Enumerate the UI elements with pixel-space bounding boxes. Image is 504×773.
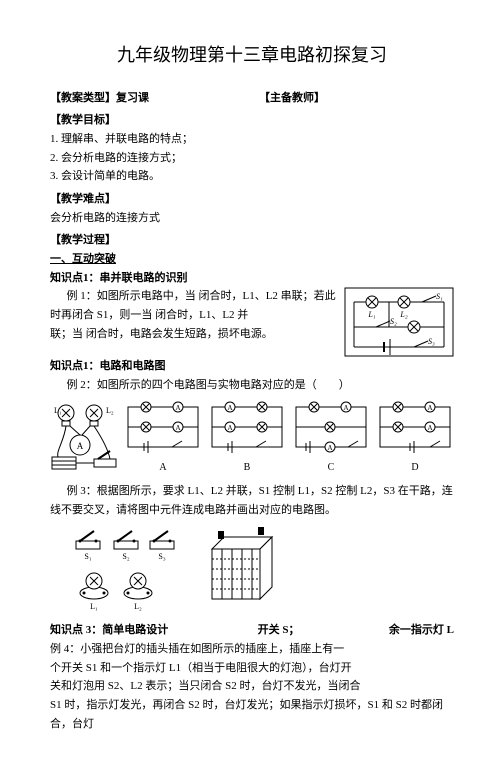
type-label: 【教案类型】 (50, 89, 116, 108)
label-d: D (376, 459, 454, 476)
objective-2: 2. 会分析电路的连接方式； (50, 149, 454, 168)
option-b: A A B (208, 401, 286, 476)
svg-text:S₃: S₃ (158, 552, 165, 561)
svg-text:A: A (227, 424, 232, 432)
svg-text:A: A (175, 404, 180, 412)
objective-1: 1. 理解串、并联电路的特点； (50, 130, 454, 149)
ex3-diagram: S₁ S₂ S₃ L₁ L₂ (70, 525, 454, 615)
objective-3: 3. 会设计简单的电路。 (50, 167, 454, 186)
ex4-line2: 个开关 S1 和一个指示灯 L1（相当于电阻很大的灯泡），台灯开 (50, 659, 454, 678)
kp1: 知识点1：串并联电路的识别 (50, 269, 454, 288)
objectives-head: 【教学目标】 (50, 111, 454, 130)
ex2-diagrams: L₁ L₂ A A A A (50, 401, 454, 476)
ex4-line3: 关和灯泡用 S2、L2 表示；当只闭合 S2 时，台灯不发光，当闭合 (50, 677, 454, 696)
schematic-c-icon: A A (292, 401, 370, 459)
svg-text:S₂: S₂ (122, 552, 129, 561)
ex1-diagram: S₁ L₁ L₂ S₂ S₃ (344, 287, 454, 357)
svg-text:A: A (227, 404, 232, 412)
option-c: A A C (292, 401, 370, 476)
svg-text:L₁: L₁ (367, 310, 375, 319)
svg-text:S₁: S₁ (436, 292, 443, 301)
page-title: 九年级物理第十三章电路初探复习 (50, 40, 454, 71)
label-a: A (124, 459, 202, 476)
process-head: 【教学过程】 (50, 231, 454, 250)
svg-text:L₂: L₂ (399, 310, 407, 319)
ex2: 例 2：如图所示的四个电路图与实物电路对应的是（ ） (50, 376, 454, 395)
svg-text:S₂: S₂ (390, 317, 397, 326)
svg-text:L₂: L₂ (134, 602, 142, 611)
realistic-circuit-icon: L₁ L₂ A (50, 401, 118, 473)
circuit-diagram-1: S₁ L₁ L₂ S₂ S₃ (344, 287, 454, 357)
difficult-text: 会分析电路的连接方式 (50, 209, 454, 228)
schematic-a-icon: A A (124, 401, 202, 459)
svg-text:S₃: S₃ (428, 337, 435, 346)
kp3-right1: 开关 S； (258, 621, 300, 640)
kp1b: 知识点1：电路和电路图 (50, 357, 454, 376)
schematic-d-icon: A A (376, 401, 454, 459)
ex4-line4: S1 时，指示灯发光，再闭合 S2 时，台灯发光；如果指示灯损坏，S1 和 S2… (50, 696, 454, 733)
option-a: A A A (124, 401, 202, 476)
svg-text:A: A (327, 444, 332, 452)
components-icon: S₁ S₂ S₃ L₁ L₂ (70, 525, 180, 615)
svg-text:A: A (343, 404, 348, 412)
schematic-b-icon: A A (208, 401, 286, 459)
label-b: B (208, 459, 286, 476)
type-value: 复习课 (116, 89, 149, 108)
svg-text:A: A (427, 424, 432, 432)
label-c: C (292, 459, 370, 476)
header-row: 【教案类型】 复习课 【主备教师】 (50, 89, 454, 108)
kp3-row: 知识点 3：简单电路设计 开关 S； 余一指示灯 L (50, 621, 454, 640)
svg-text:L₁: L₁ (90, 602, 98, 611)
section-a: 一、互动突破 (50, 250, 454, 269)
ex3: 例 3：根据图所示，要求 L1、L2 并联，S1 控制 L1，S2 控制 L2，… (50, 482, 454, 519)
svg-text:A: A (175, 424, 180, 432)
svg-text:S₁: S₁ (84, 552, 91, 561)
kp3-right2: 余一指示灯 L (389, 621, 454, 640)
svg-text:L₂: L₂ (106, 406, 114, 415)
svg-text:A: A (77, 441, 84, 451)
ex4-line1: 例 4：小强把台灯的插头插在如图所示的插座上，插座上有一 (50, 640, 454, 659)
svg-text:L₁: L₁ (54, 406, 62, 415)
svg-text:A: A (427, 404, 432, 412)
kp3-head: 知识点 3：简单电路设计 (50, 621, 168, 640)
option-d: A A D (376, 401, 454, 476)
difficult-head: 【教学难点】 (50, 190, 454, 209)
teacher-label: 【主备教师】 (259, 89, 325, 108)
battery-box-icon (200, 525, 280, 615)
